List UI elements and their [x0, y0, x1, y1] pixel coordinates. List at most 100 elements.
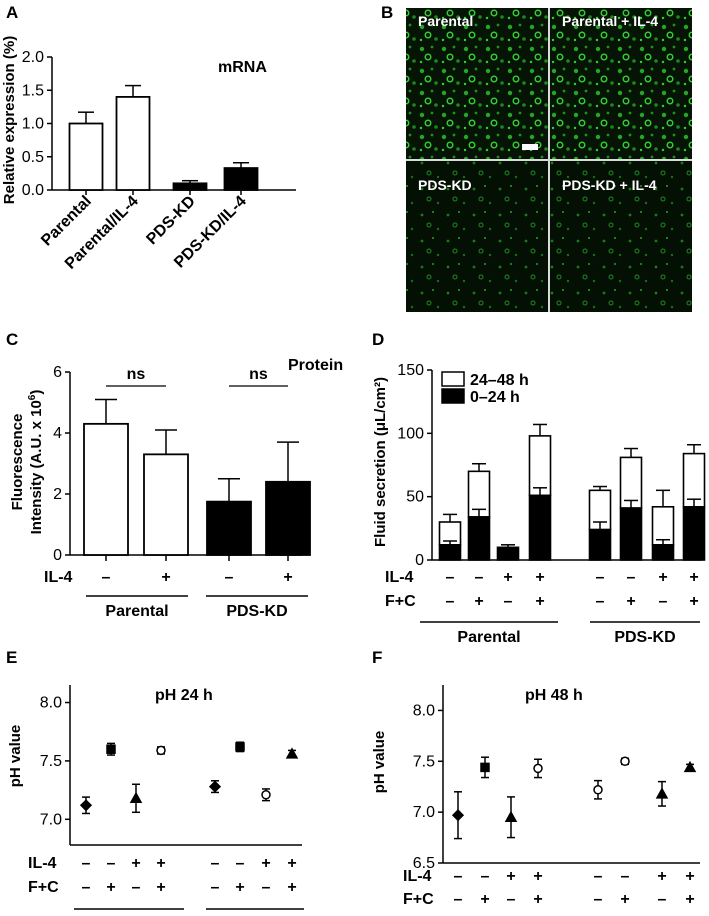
panel-letter-f: F	[372, 648, 382, 667]
chart-e-fc-sign: +	[235, 879, 244, 896]
chart-e-il4-sign: –	[82, 855, 91, 872]
chart-c-bar	[143, 453, 189, 556]
chart-a-bar	[172, 182, 208, 191]
chart-d-bar-0-24h	[438, 543, 462, 561]
chart-c-group-label: PDS-KD	[226, 603, 287, 620]
chart-d-bar-0-24h	[467, 516, 491, 561]
chart-c-ylabel-line1: Fluorescence	[9, 414, 26, 511]
chart-f-y-tick-label: 7.5	[413, 753, 435, 770]
chart-c-bar	[83, 422, 129, 556]
chart-f-ylabel: pH value	[371, 731, 388, 794]
chart-c-significance-label: ns	[249, 366, 268, 383]
chart-c-ylabel-main: Intensity (A.U. x 10	[28, 400, 45, 534]
chart-c-il4-sign: –	[102, 569, 111, 586]
chart-c-bar	[206, 500, 252, 556]
chart-c-title: Protein	[288, 357, 343, 374]
chart-d-bar-0-24h	[682, 505, 706, 561]
chart-e-il4-sign: –	[236, 855, 245, 872]
chart-d-ylabel: Fluid secretion (μL/cm²)	[372, 377, 389, 547]
chart-e-fc-sign: –	[132, 879, 141, 896]
micrograph-label-parental-il4: Parental + IL-4	[562, 13, 658, 29]
chart-d-y-tick-label: 100	[397, 425, 424, 442]
chart-d-fc-sign: +	[689, 593, 698, 610]
chart-c-ylabel-line2: Intensity (A.U. x 106)	[27, 390, 45, 535]
chart-d-fc-sign: +	[626, 593, 635, 610]
chart-d-fc-sign: –	[446, 593, 455, 610]
chart-a-y-tick-label: 2.0	[22, 49, 44, 66]
chart-d-fc-sign: –	[504, 593, 513, 610]
chart-c-ylabel-sup: 6	[27, 394, 38, 400]
chart-f-marker-circle	[533, 763, 543, 774]
chart-f-y-tick-label: 8.0	[413, 702, 435, 719]
chart-c-significance-label: ns	[127, 366, 146, 383]
chart-c-il4-sign: –	[225, 569, 234, 586]
micrograph-parental-il4	[550, 8, 692, 159]
chart-e-row-label-fc: F+C	[28, 879, 59, 896]
panel-c-bar-chart: Protein Fluorescence Intensity (A.U. x 1…	[9, 357, 343, 620]
chart-d-bar-0-24h	[651, 543, 675, 561]
chart-d-fc-sign: –	[596, 593, 605, 610]
chart-c-bar	[265, 480, 311, 556]
chart-e-marker-diamond	[208, 780, 222, 793]
chart-f-fc-sign: +	[533, 891, 542, 908]
chart-d-bar-24-48h	[528, 435, 552, 497]
chart-f-fc-sign: –	[507, 891, 516, 908]
chart-f-fc-sign: –	[454, 891, 463, 908]
chart-c-il4-sign: +	[283, 569, 292, 586]
chart-c-y-tick-label: 6	[53, 364, 62, 381]
chart-d-fc-sign: –	[659, 593, 668, 610]
chart-e-fc-sign: –	[82, 879, 91, 896]
chart-a-y-tick-label: 1.5	[22, 82, 44, 99]
chart-f-il4-sign: +	[685, 868, 694, 885]
chart-f-marker-square	[480, 762, 490, 773]
chart-f-title: pH 48 h	[525, 687, 583, 704]
chart-f-il4-sign: –	[594, 868, 603, 885]
chart-e-il4-sign: +	[287, 855, 296, 872]
chart-d-il4-sign: –	[596, 569, 605, 586]
chart-f-marker-triangle	[504, 810, 518, 822]
chart-c-y-tick-label: 2	[53, 486, 62, 503]
micrograph-label-parental: Parental	[418, 13, 473, 29]
chart-f-row-label-fc: F+C	[403, 891, 434, 908]
chart-f-marker-circle	[593, 785, 603, 795]
chart-d-fc-sign: +	[474, 593, 483, 610]
chart-e-marker-square	[235, 742, 245, 752]
chart-a-title: mRNA	[218, 59, 267, 76]
chart-d-bar-0-24h	[496, 546, 520, 561]
chart-f-il4-sign: +	[506, 868, 515, 885]
chart-e-y-tick-label: 8.0	[40, 695, 62, 712]
chart-e-y-tick-label: 7.5	[40, 753, 62, 770]
chart-d-bar-0-24h	[588, 528, 612, 561]
chart-a-y-tick-label: 1.0	[22, 116, 44, 133]
micrograph-parental	[406, 8, 548, 159]
panel-e-scatter-chart: pH 24 h pH value 7.07.58.0IL-4– – + + – – + +F+…	[7, 685, 304, 910]
panel-a-bar-chart: mRNA Relative expression (%) 0.0 0.5 1.0 1.…	[1, 36, 296, 273]
chart-d-legend-swatch	[441, 371, 465, 387]
micrograph-label-pds-kd-il4: PDS-KD + IL-4	[562, 177, 657, 193]
chart-e-marker-circle	[156, 745, 166, 756]
chart-e-y-tick-label: 7.0	[40, 811, 62, 828]
chart-d-group-label: PDS-KD	[614, 629, 675, 646]
chart-a-y-tick-label: 0.0	[22, 182, 44, 199]
chart-e-il4-sign: +	[156, 855, 165, 872]
panel-f-scatter-chart: pH 48 h pH value 6.57.07.58.0IL-4– – + + – – +…	[371, 685, 700, 908]
chart-e-il4-sign: +	[131, 855, 140, 872]
chart-d-il4-sign: –	[475, 569, 484, 586]
chart-e-fc-sign: –	[211, 879, 220, 896]
chart-e-fc-sign: –	[262, 879, 271, 896]
panel-letter-b: B	[381, 3, 393, 22]
chart-d-fc-sign: +	[535, 593, 544, 610]
chart-c-ylabel-close: )	[28, 390, 45, 395]
chart-e-marker-circle	[261, 790, 271, 800]
chart-f-marker-triangle	[655, 787, 669, 799]
chart-f-fc-sign: –	[658, 891, 667, 908]
chart-d-il4-sign: +	[503, 569, 512, 586]
chart-c-row-label-il4: IL-4	[44, 569, 73, 586]
chart-d-y-tick-label: 50	[406, 489, 424, 506]
chart-f-fc-sign: +	[685, 891, 694, 908]
chart-f-marker-triangle	[683, 760, 697, 773]
chart-f-fc-sign: +	[480, 891, 489, 908]
chart-e-il4-sign: –	[211, 855, 220, 872]
panel-letter-e: E	[6, 648, 17, 667]
